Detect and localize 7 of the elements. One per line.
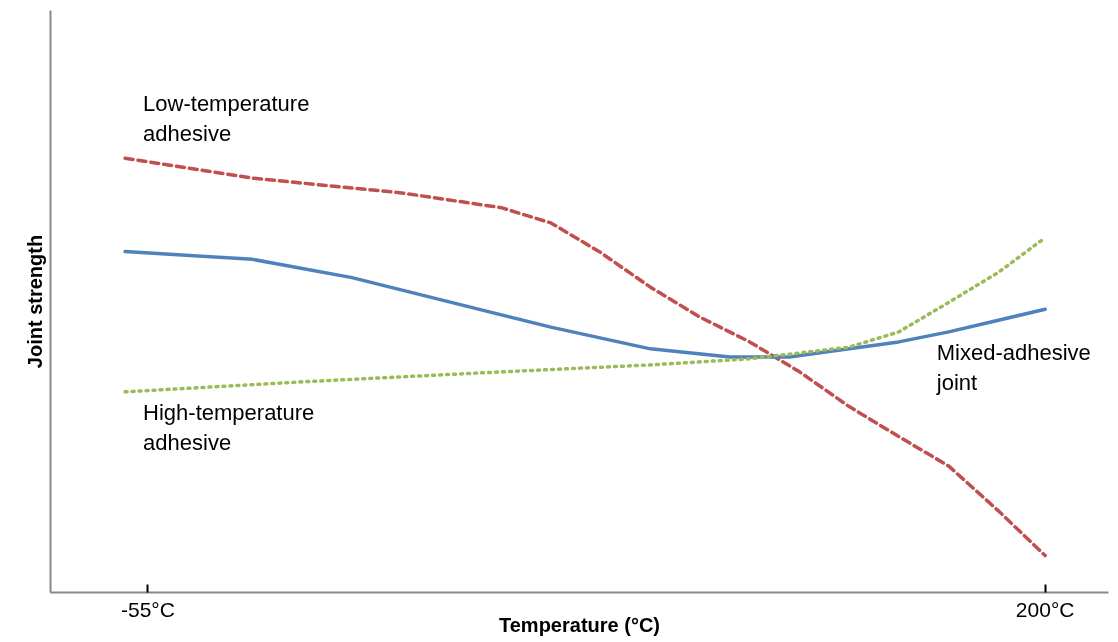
- y-axis-title: Joint strength: [23, 234, 46, 369]
- series-label: High-temperature adhesive: [143, 399, 315, 455]
- x-tick-label: 200°C: [1015, 597, 1075, 621]
- x-tick-label: -55°C: [121, 597, 175, 621]
- x-axis-title: Temperature (°C): [499, 613, 661, 636]
- series-label: Low-temperature adhesive: [143, 91, 310, 147]
- series-label: Mixed-adhesive joint: [935, 339, 1091, 395]
